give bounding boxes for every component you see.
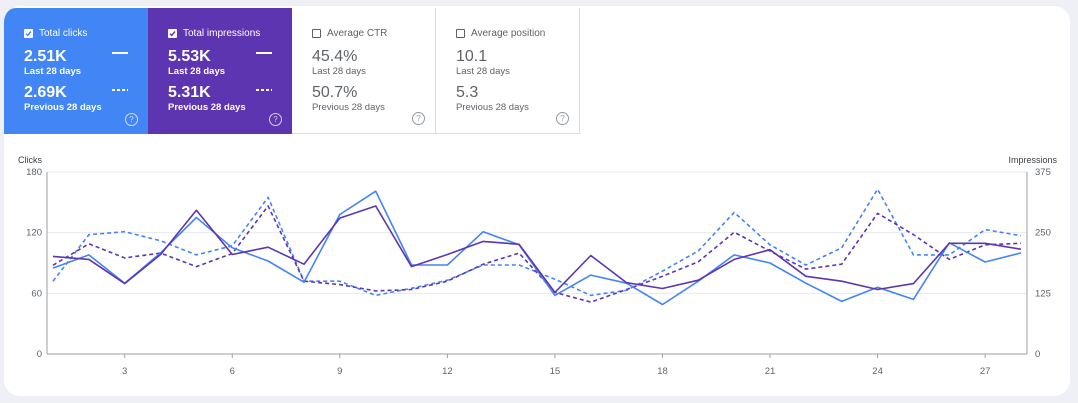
- x-tick-label: 9: [337, 366, 342, 377]
- dashed-line-legend-icon: [256, 89, 272, 91]
- checkbox-checked-icon[interactable]: [168, 28, 177, 38]
- right-axis-title: Impressions: [1008, 155, 1057, 165]
- performance-card: Total clicks 2.51K Last 28 days 2.69K Pr…: [4, 6, 1070, 396]
- metric-label: Total clicks: [39, 27, 88, 39]
- metric-label: Total impressions: [183, 27, 261, 39]
- x-tick-label: 21: [765, 366, 776, 377]
- metric-previous-value: 5.3: [456, 84, 479, 101]
- tile-header: Average position: [456, 26, 579, 40]
- y-tick-label-right: 250: [1035, 228, 1051, 239]
- metric-current-value: 45.4%: [312, 48, 358, 65]
- performance-chart[interactable]: Clicks Impressions 180 375 120 250 60 125 0 0 3…: [4, 6, 1070, 396]
- metric-current-value: 2.51K: [24, 48, 67, 65]
- metric-current-value: 5.53K: [168, 48, 211, 65]
- metric-current-period: Last 28 days: [24, 66, 82, 77]
- metric-current-period: Last 28 days: [168, 66, 226, 77]
- series-line-total-impressions: [52, 205, 1022, 294]
- x-tick-label: 15: [550, 366, 561, 377]
- total-impressions-tile[interactable]: Total impressions 5.53K Last 28 days 5.3…: [148, 8, 292, 134]
- metric-label: Average position: [471, 27, 546, 39]
- metric-previous-value: 5.31K: [168, 84, 211, 101]
- metric-current-period: Last 28 days: [312, 66, 366, 77]
- x-tick-label: 24: [872, 366, 883, 377]
- chart-series: [52, 188, 1022, 306]
- x-tick-label: 27: [980, 366, 991, 377]
- x-axis-ticks: 3 6 9 12 15 18 21 24 27: [122, 354, 990, 377]
- series-line-total-clicks-previous-28-days: [52, 188, 1022, 297]
- y-tick-label-left: 60: [31, 288, 42, 299]
- x-tick-label: 12: [442, 366, 453, 377]
- y-tick-label-right: 125: [1035, 288, 1051, 299]
- metric-tiles: Total clicks 2.51K Last 28 days 2.69K Pr…: [4, 8, 580, 134]
- y-axis-ticks: 180 375 120 250 60 125 0 0: [26, 167, 1051, 360]
- series-line-total-impressions-previous-28-days: [52, 205, 1022, 303]
- y-tick-label-right: 375: [1035, 167, 1051, 178]
- metric-current-value: 10.1: [456, 48, 488, 65]
- metric-previous-period: Previous 28 days: [168, 102, 246, 113]
- metric-previous-period: Previous 28 days: [312, 102, 385, 113]
- help-icon[interactable]: ?: [269, 113, 282, 126]
- x-tick-label: 18: [657, 366, 668, 377]
- solid-line-legend-icon: [112, 52, 128, 54]
- checkbox-checked-icon[interactable]: [24, 28, 33, 38]
- x-tick-label: 6: [230, 366, 235, 377]
- x-tick-label: 3: [122, 366, 127, 377]
- tile-header: Total clicks: [24, 26, 148, 40]
- y-tick-label-left: 0: [37, 349, 42, 360]
- y-tick-label-right: 0: [1035, 349, 1040, 360]
- total-clicks-tile[interactable]: Total clicks 2.51K Last 28 days 2.69K Pr…: [4, 8, 148, 134]
- checkbox-unchecked-icon[interactable]: [456, 28, 465, 38]
- solid-line-legend-icon: [256, 52, 272, 54]
- metric-label: Average CTR: [327, 27, 388, 39]
- y-tick-label-left: 180: [26, 167, 42, 178]
- metric-previous-value: 50.7%: [312, 84, 358, 101]
- chart-grid: [46, 171, 1028, 355]
- metric-previous-period: Previous 28 days: [24, 102, 102, 113]
- metric-previous-period: Previous 28 days: [456, 102, 529, 113]
- left-axis-title: Clicks: [18, 155, 42, 165]
- average-ctr-tile[interactable]: Average CTR 45.4% Last 28 days 50.7% Pre…: [292, 8, 436, 134]
- metric-previous-value: 2.69K: [24, 84, 67, 101]
- dashed-line-legend-icon: [112, 89, 128, 91]
- tile-header: Total impressions: [168, 26, 292, 40]
- average-position-tile[interactable]: Average position 10.1 Last 28 days 5.3 P…: [436, 8, 580, 134]
- y-tick-label-left: 120: [26, 228, 42, 239]
- tile-header: Average CTR: [312, 26, 435, 40]
- help-icon[interactable]: ?: [125, 113, 138, 126]
- help-icon[interactable]: ?: [412, 112, 425, 125]
- help-icon[interactable]: ?: [556, 112, 569, 125]
- metric-current-period: Last 28 days: [456, 66, 510, 77]
- checkbox-unchecked-icon[interactable]: [312, 28, 321, 38]
- series-line-total-clicks: [52, 190, 1022, 306]
